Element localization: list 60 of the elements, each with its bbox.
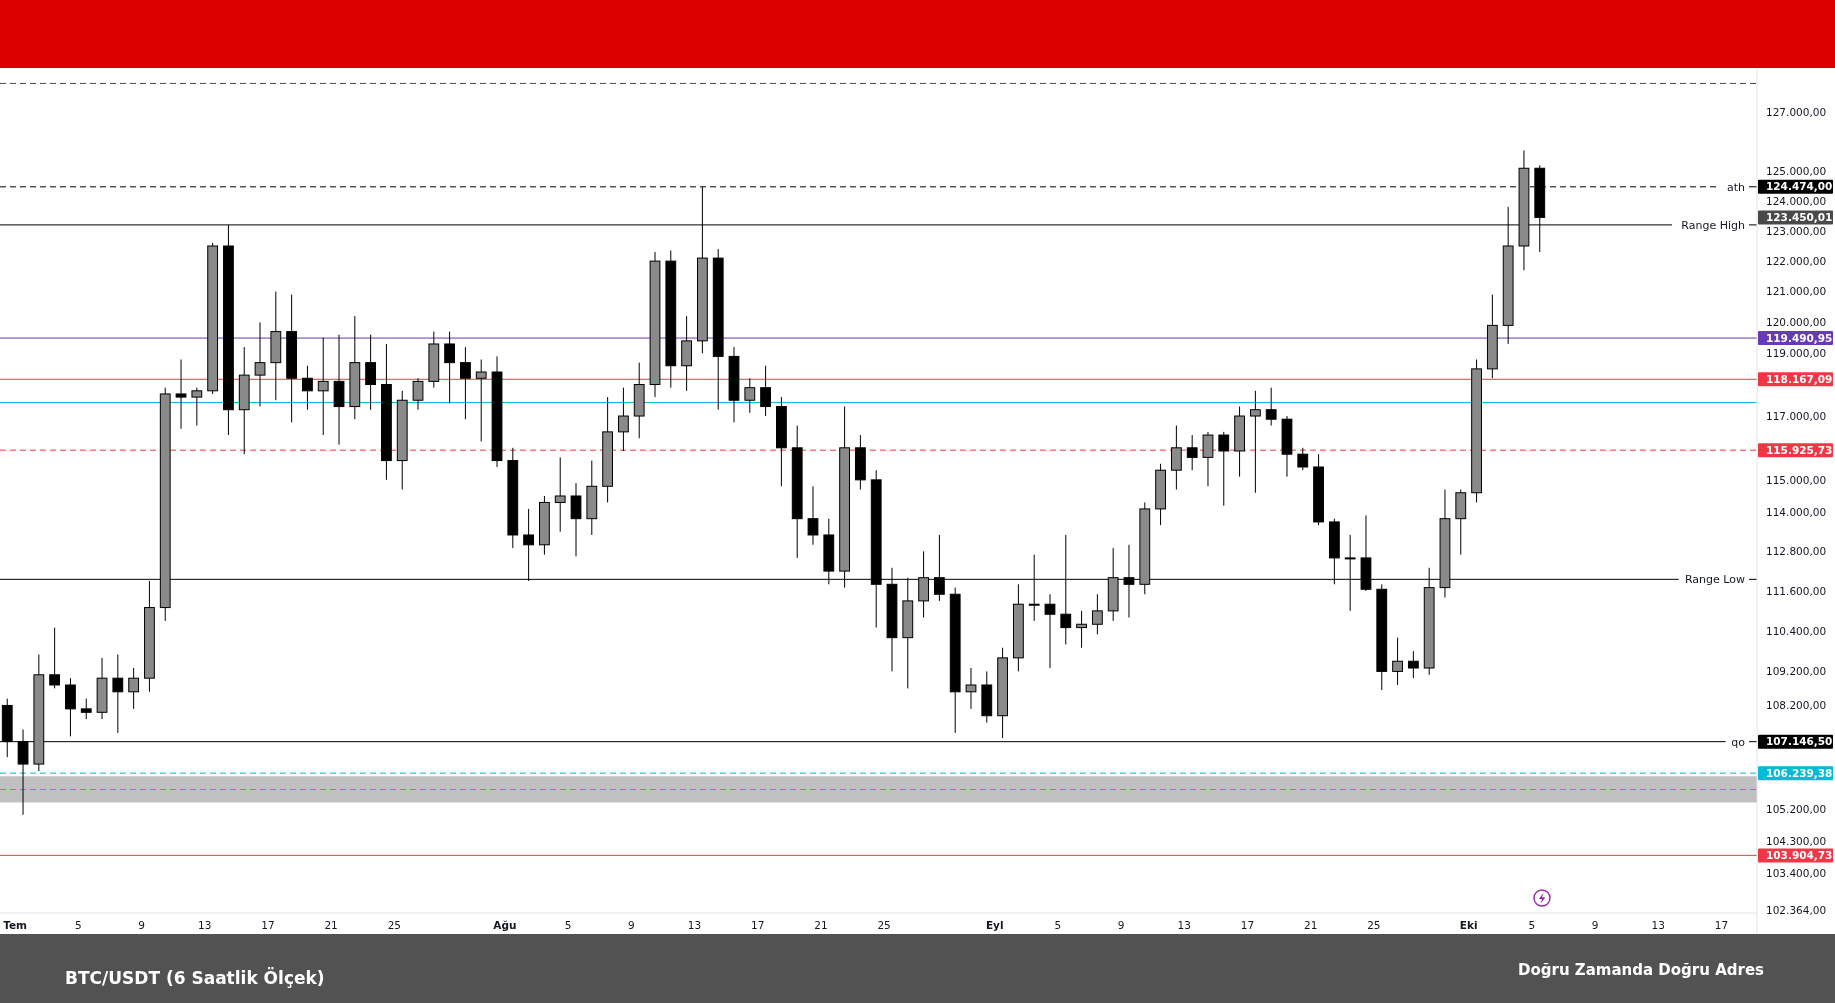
ref-line-label: qo xyxy=(1731,735,1746,749)
y-tick-label: 120.000,00 xyxy=(1766,315,1827,328)
x-tick-label: 13 xyxy=(687,918,702,931)
y-tick-label: 123.450,01 xyxy=(1766,211,1833,224)
x-tick-label: 9 xyxy=(1117,918,1125,931)
x-tick-label: 5 xyxy=(1528,918,1536,931)
x-tick-label: 21 xyxy=(1303,918,1318,931)
x-tick-label: 25 xyxy=(1367,918,1381,931)
y-tick-label: 122.000,00 xyxy=(1766,254,1827,267)
y-tick-label: 121.000,00 xyxy=(1766,285,1827,298)
y-tick-label: 112.800,00 xyxy=(1766,545,1827,558)
x-tick-label: Eyl xyxy=(985,918,1004,931)
y-tick-label: 115.925,73 xyxy=(1766,443,1833,456)
y-tick-label: 119.490,95 xyxy=(1766,331,1833,344)
y-tick-label: 107.146,50 xyxy=(1766,735,1833,748)
y-tick-label: 124.474,00 xyxy=(1766,180,1833,193)
y-tick-label: 106.239,38 xyxy=(1766,766,1833,779)
y-tick-label: 104.300,00 xyxy=(1766,835,1827,848)
y-tick-label: 105.200,00 xyxy=(1766,803,1827,816)
y-tick-label: 117.000,00 xyxy=(1766,409,1827,422)
x-tick-label: Eki xyxy=(1459,918,1478,931)
x-tick-label: 9 xyxy=(138,918,145,931)
y-tick-label: 114.000,00 xyxy=(1766,505,1827,518)
y-tick-label: 102.364,00 xyxy=(1766,904,1827,917)
x-tick-label: 5 xyxy=(1054,918,1062,931)
x-tick-label: 17 xyxy=(751,918,765,931)
x-tick-label: 9 xyxy=(1591,918,1599,931)
y-tick-label: 123.000,00 xyxy=(1766,224,1827,237)
y-tick-label: 103.904,73 xyxy=(1766,849,1833,862)
y-tick-label: 119.000,00 xyxy=(1766,346,1827,359)
x-tick-label: 17 xyxy=(261,918,275,931)
text: BTC/USDT (6 Saatlik Ölçek) xyxy=(65,967,325,988)
x-tick-label: 5 xyxy=(74,918,82,931)
x-tick-label: 21 xyxy=(814,918,828,931)
y-tick-label: 110.400,00 xyxy=(1766,624,1827,637)
x-tick-label: 13 xyxy=(1651,918,1665,931)
x-tick-label: 17 xyxy=(1240,918,1255,931)
x-tick-label: 21 xyxy=(324,918,338,931)
x-tick-label: 25 xyxy=(387,918,402,931)
y-tick-label: 103.400,00 xyxy=(1766,867,1827,880)
y-tick-label: 111.600,00 xyxy=(1766,584,1827,597)
y-tick-label: 115.000,00 xyxy=(1766,473,1827,486)
x-tick-label: Ağu xyxy=(493,918,517,931)
ref-line-label: Range High xyxy=(1681,218,1746,232)
x-tick-label: 13 xyxy=(198,918,212,931)
y-tick-label: 118.167,09 xyxy=(1766,372,1833,385)
ref-line-label: ath xyxy=(1726,180,1746,194)
x-tick-label: 25 xyxy=(877,918,891,931)
x-tick-label: 13 xyxy=(1177,918,1191,931)
y-tick-label: 124.000,00 xyxy=(1766,194,1827,207)
text: Doğru Zamanda Doğru Adres xyxy=(1518,961,1765,979)
y-tick-label: 108.200,00 xyxy=(1766,699,1827,712)
x-tick-label: 5 xyxy=(564,918,572,931)
x-tick-label: 17 xyxy=(1714,918,1729,931)
x-tick-label: Tem xyxy=(3,918,28,931)
ref-line-label: Range Low xyxy=(1684,573,1745,587)
y-tick-label: 127.000,00 xyxy=(1766,106,1827,119)
x-tick-label: 9 xyxy=(627,918,635,931)
y-tick-label: 109.200,00 xyxy=(1766,665,1827,678)
y-tick-label: 125.000,00 xyxy=(1766,164,1827,177)
